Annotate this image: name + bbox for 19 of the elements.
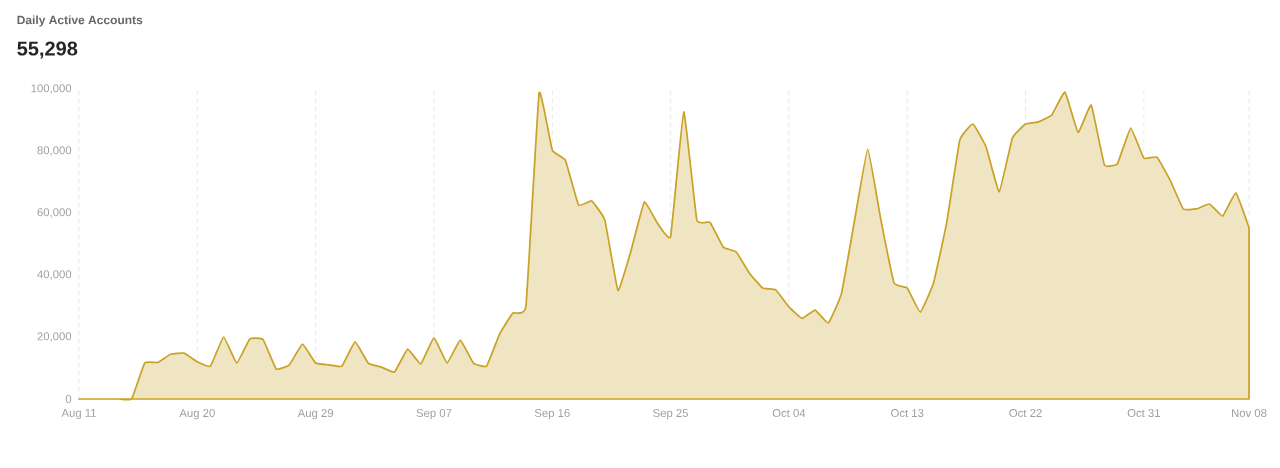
y-tick-label: 60,000 bbox=[37, 208, 72, 218]
x-tick-label: Oct 22 bbox=[1009, 409, 1042, 418]
x-tick-label: Nov 08 bbox=[1231, 409, 1267, 418]
x-tick-label: Sep 16 bbox=[534, 409, 570, 420]
y-tick-label: 100,000 bbox=[31, 84, 72, 94]
x-tick-label: Oct 13 bbox=[891, 409, 924, 418]
y-tick-label: 80,000 bbox=[37, 146, 72, 156]
x-tick-label: Oct 04 bbox=[772, 409, 806, 418]
y-tick-label: 0 bbox=[65, 395, 72, 403]
x-tick-label: Oct 31 bbox=[1127, 409, 1160, 418]
y-tick-label: 40,000 bbox=[37, 270, 72, 280]
y-tick-label: 20,000 bbox=[37, 332, 72, 342]
x-tick-label: Sep 07 bbox=[416, 409, 452, 420]
x-tick-label: Aug 11 bbox=[61, 409, 96, 420]
chart-subtitle: 55,298 bbox=[17, 41, 78, 59]
x-tick-label: Sep 25 bbox=[653, 409, 689, 420]
chart-title: Daily Active Accounts bbox=[17, 15, 143, 27]
x-tick-label: Aug 20 bbox=[179, 409, 215, 420]
x-tick-label: Aug 29 bbox=[297, 409, 334, 420]
